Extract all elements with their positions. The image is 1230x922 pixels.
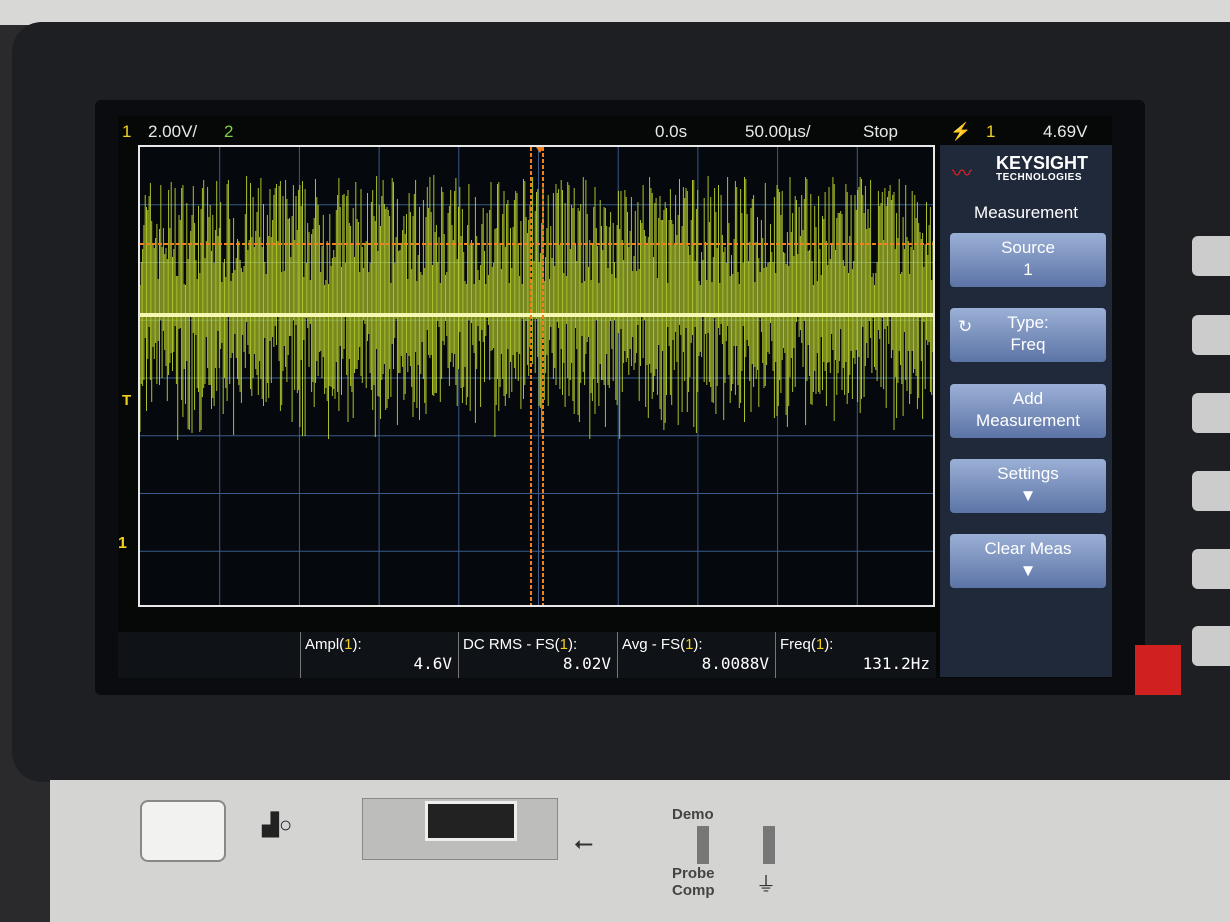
usb-port[interactable] xyxy=(425,801,517,841)
power-state-icon: ▟○ xyxy=(262,812,293,837)
trigger-position-marker xyxy=(536,147,544,153)
measurement-avg[interactable]: Avg - FS(1): 8.0088V xyxy=(617,632,775,678)
type-softkey[interactable]: ↻ Type: Freq xyxy=(950,308,1106,362)
demo-label: Demo xyxy=(672,806,714,823)
measurement-freq[interactable]: Freq(1): 131.2Hz xyxy=(775,632,936,678)
settings-softkey[interactable]: Settings ▼ xyxy=(950,459,1106,513)
ch1-scale[interactable]: 2.00V/ xyxy=(148,122,198,141)
arrow-down-icon: ▼ xyxy=(1019,561,1037,580)
hardware-softkey-5[interactable] xyxy=(1192,549,1230,589)
brand-logo: KEYSIGHT TECHNOLOGIES xyxy=(996,153,1089,183)
hardware-softkey-1[interactable] xyxy=(1192,236,1230,276)
waveform-area[interactable] xyxy=(138,145,935,607)
hardware-softkey-6[interactable] xyxy=(1192,626,1230,666)
ch1-waveform xyxy=(140,175,933,440)
rotate-knob-icon: ↻ xyxy=(958,317,973,336)
status-bar: 1 2.00V/ 2 0.0s 50.00µs/ Stop ⚡ 1 4.69V xyxy=(118,118,1112,144)
hardware-softkey-3[interactable] xyxy=(1192,393,1230,433)
usb-icon: ⭠ xyxy=(574,830,594,857)
measurement-bar: Ampl(1): 4.6V DC RMS - FS(1): 8.02V Avg - … xyxy=(118,632,936,678)
arrow-down-icon: ▼ xyxy=(1019,486,1037,505)
hardware-softkey-4[interactable] xyxy=(1192,471,1230,511)
time-offset[interactable]: 0.0s xyxy=(655,122,688,141)
instrument-top xyxy=(0,0,1230,25)
hardware-softkey-2[interactable] xyxy=(1192,315,1230,355)
softkey-menu: 〰 KEYSIGHT TECHNOLOGIES Measurement Sourc… xyxy=(940,145,1112,677)
trigger-level[interactable]: 4.69V xyxy=(1043,122,1088,141)
ch1-indicator[interactable]: 1 xyxy=(122,122,132,141)
keysight-wave-icon: 〰 xyxy=(952,163,972,185)
menu-title: Measurement xyxy=(974,203,1078,222)
ground-terminal[interactable] xyxy=(763,826,775,864)
front-panel xyxy=(50,780,1230,922)
clear-meas-softkey[interactable]: Clear Meas ▼ xyxy=(950,534,1106,588)
ground-icon: ⏚ xyxy=(756,874,776,896)
ch1-ground-marker[interactable]: 1 xyxy=(118,535,127,552)
probe-label: Probe xyxy=(672,865,715,882)
trigger-edge-icon: ⚡ xyxy=(950,122,972,141)
waveform-svg xyxy=(140,147,933,605)
trigger-level-marker[interactable]: T xyxy=(122,392,132,409)
add-measurement-softkey[interactable]: Add Measurement xyxy=(950,384,1106,438)
demo-terminal[interactable] xyxy=(697,826,709,864)
source-softkey[interactable]: Source 1 xyxy=(950,233,1106,287)
comp-label: Comp xyxy=(672,882,715,899)
ch2-indicator[interactable]: 2 xyxy=(224,122,234,141)
time-scale[interactable]: 50.00µs/ xyxy=(745,122,811,141)
trigger-source: 1 xyxy=(986,122,996,141)
measurement-ampl[interactable]: Ampl(1): 4.6V xyxy=(300,632,458,678)
power-button[interactable] xyxy=(140,800,226,862)
red-indicator xyxy=(1135,645,1181,695)
measurement-dc-rms[interactable]: DC RMS - FS(1): 8.02V xyxy=(458,632,617,678)
run-state: Stop xyxy=(863,122,898,141)
